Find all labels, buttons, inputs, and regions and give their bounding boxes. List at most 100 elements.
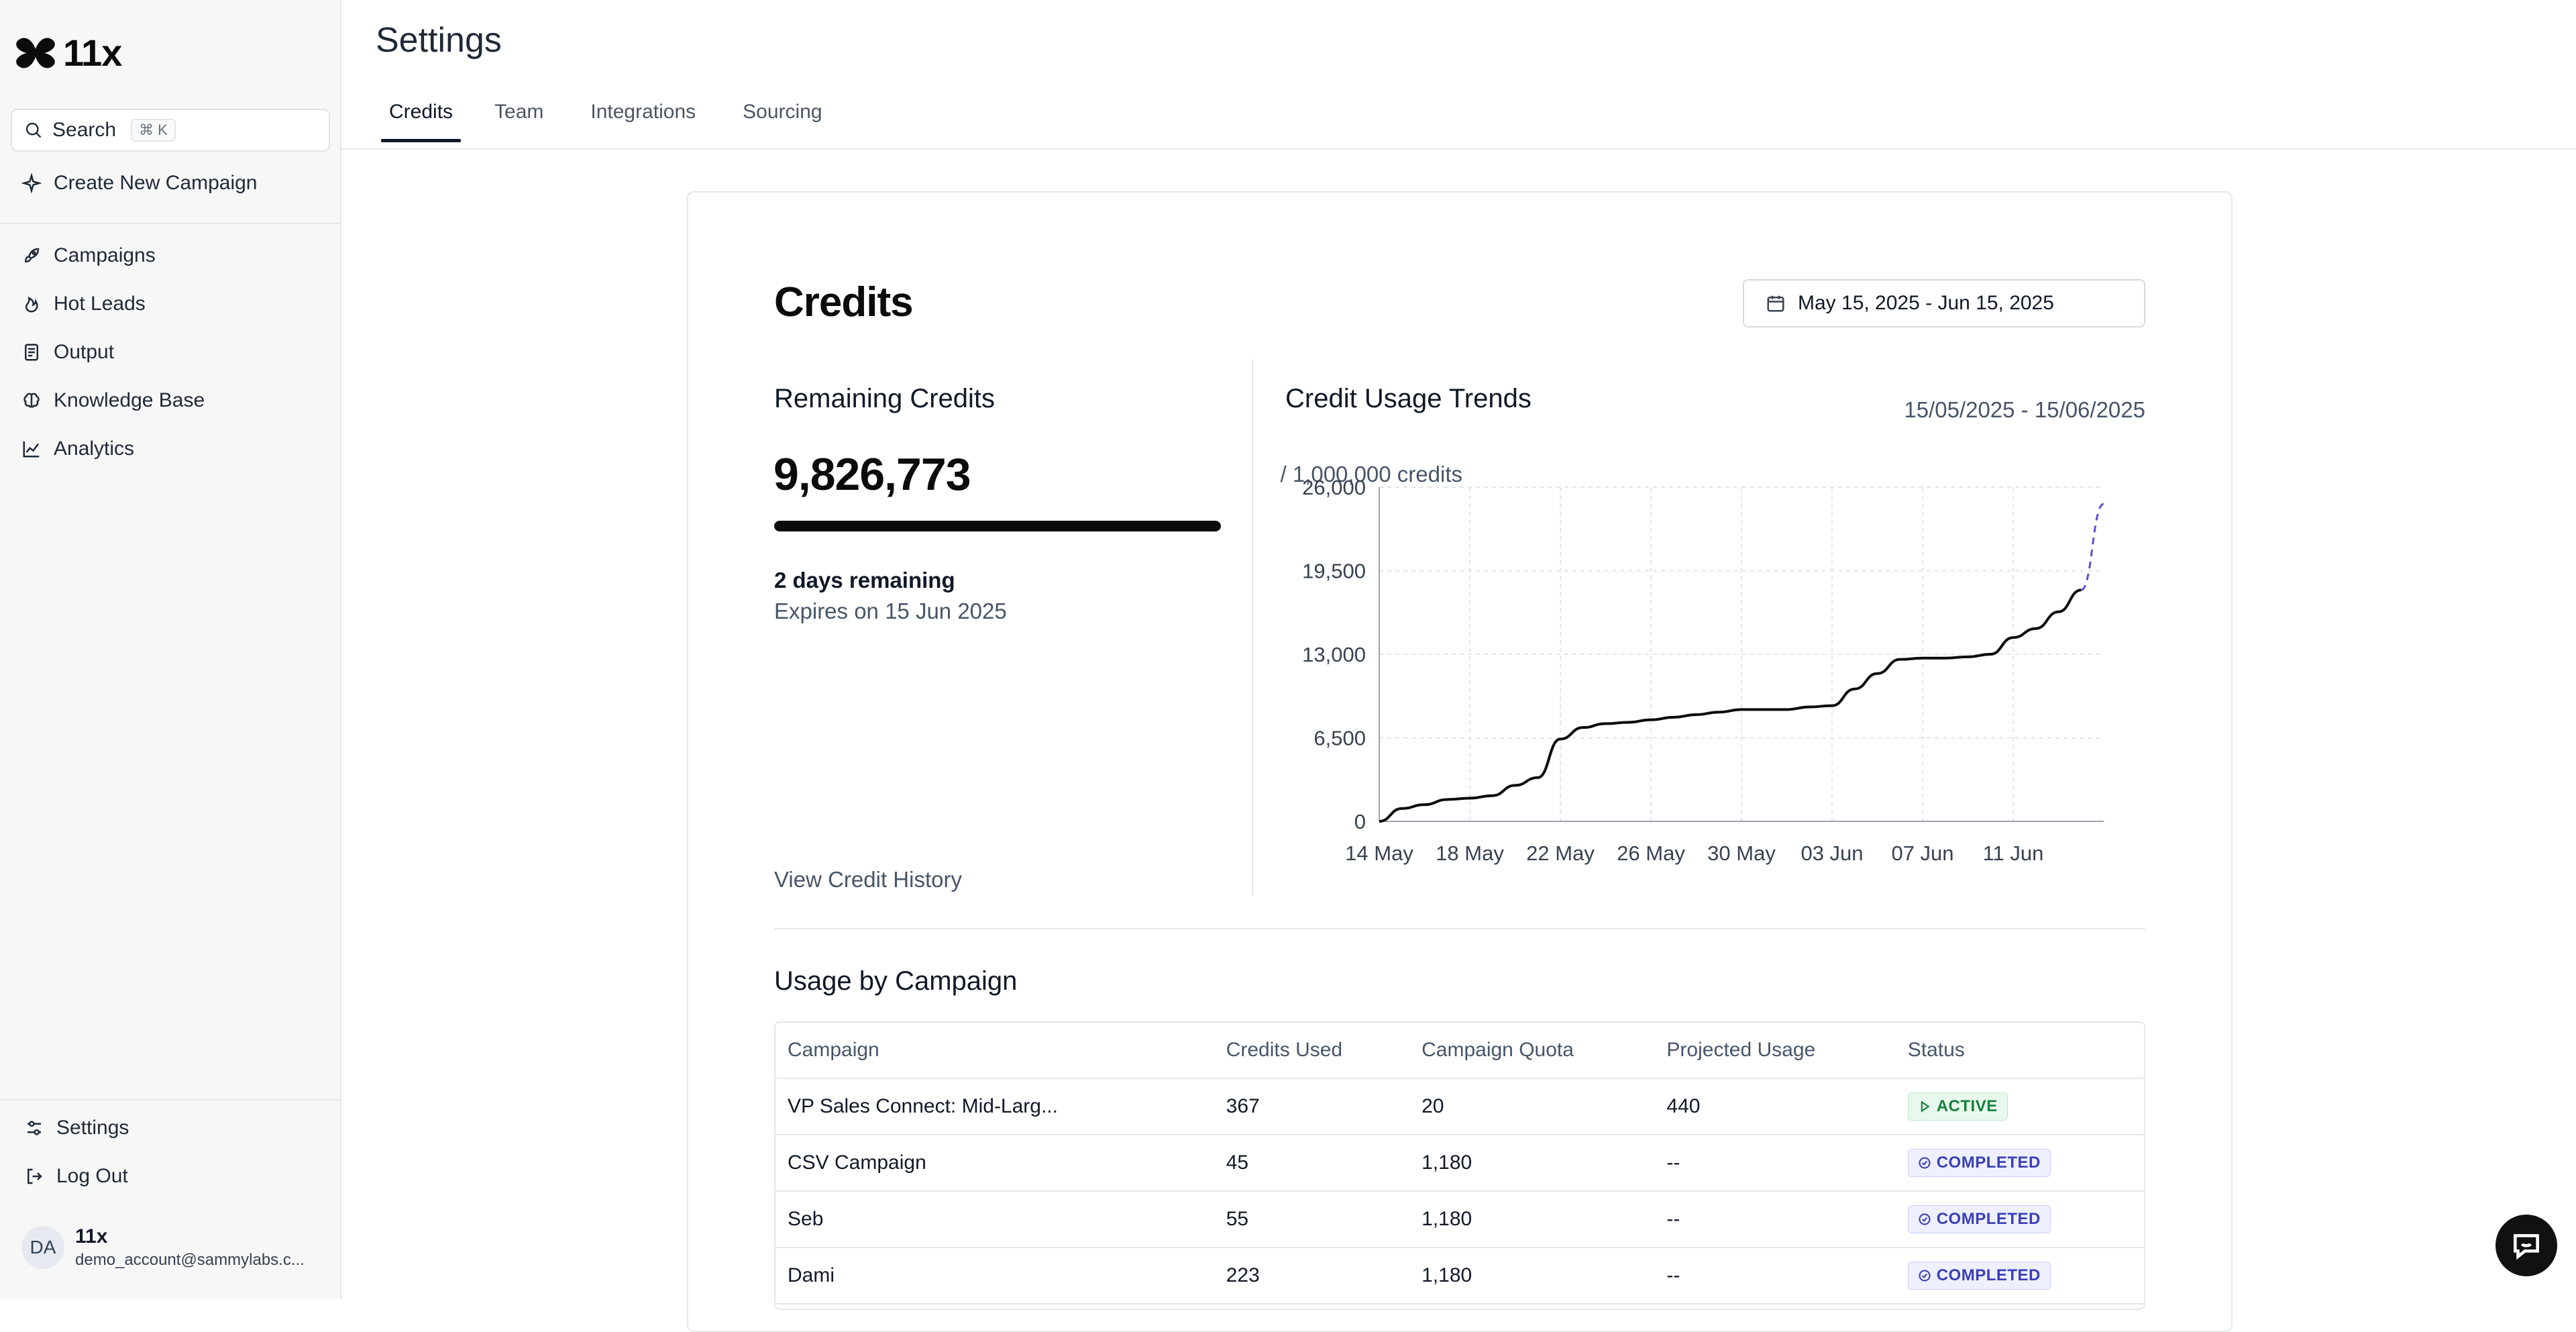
header-divider xyxy=(341,148,2576,150)
check-circle-icon xyxy=(1919,1157,1931,1169)
sidebar-item-label: Knowledge Base xyxy=(54,389,205,411)
chart-date-range: 15/05/2025 - 15/06/2025 xyxy=(1904,397,2145,422)
campaign-quota: 1,180 xyxy=(1421,1264,1472,1286)
avatar: DA xyxy=(21,1226,64,1269)
y-tick-label: 19,500 xyxy=(1302,560,1366,583)
usage-line xyxy=(1379,588,2082,823)
user-profile[interactable]: DA 11x demo_account@sammylabs.c... xyxy=(21,1225,317,1270)
flame-icon xyxy=(25,296,38,313)
tab-integrations[interactable]: Integrations xyxy=(590,101,696,123)
calendar-icon xyxy=(1767,295,1784,312)
x-tick-label: 14 May xyxy=(1345,841,1413,865)
usage-table: Campaign Credits Used Campaign Quota Pro… xyxy=(774,1021,2145,1310)
credits-used: 55 xyxy=(1226,1208,1249,1230)
sidebar-divider xyxy=(0,223,341,224)
sidebar-item-output[interactable]: Output xyxy=(21,341,114,364)
campaign-name: Dami xyxy=(788,1264,835,1286)
table-row[interactable] xyxy=(775,1304,2144,1309)
remaining-credits-value: 9,826,773 xyxy=(773,449,971,500)
rocket-icon xyxy=(24,248,40,263)
tab-team[interactable]: Team xyxy=(494,101,544,123)
campaign-name: VP Sales Connect: Mid-Larg... xyxy=(788,1095,1058,1117)
status-badge: ACTIVE xyxy=(1907,1092,2008,1121)
table-row[interactable]: Seb 55 1,180 -- COMPLETED xyxy=(775,1192,2144,1248)
sidebar-item-label: Hot Leads xyxy=(54,293,146,315)
sidebar-item-campaigns[interactable]: Campaigns xyxy=(21,244,156,267)
projected-usage: 440 xyxy=(1666,1095,1701,1117)
create-campaign-label: Create New Campaign xyxy=(54,172,258,194)
tab-sourcing[interactable]: Sourcing xyxy=(743,101,822,123)
sidebar-item-analytics[interactable]: Analytics xyxy=(21,438,134,460)
logout-icon xyxy=(28,1168,42,1184)
search-input[interactable]: Search ⌘ K xyxy=(11,109,330,152)
projected-usage: -- xyxy=(1666,1208,1680,1230)
table-header-row: Campaign Credits Used Campaign Quota Pro… xyxy=(775,1023,2144,1079)
x-tick-label: 22 May xyxy=(1526,841,1595,865)
play-icon xyxy=(1921,1100,1930,1113)
campaign-name: Seb xyxy=(788,1208,824,1230)
x-tick-label: 11 Jun xyxy=(1983,841,2044,865)
y-tick-label: 13,000 xyxy=(1302,643,1366,666)
sidebar-item-knowledge-base[interactable]: Knowledge Base xyxy=(21,389,205,412)
usage-by-campaign-title: Usage by Campaign xyxy=(774,966,1018,996)
column-header: Status xyxy=(1907,1039,1965,1061)
document-icon xyxy=(25,344,38,361)
credits-progress-bar xyxy=(774,521,1221,531)
y-tick-label: 6,500 xyxy=(1313,727,1366,750)
column-header: Credits Used xyxy=(1226,1039,1343,1061)
x-tick-label: 03 Jun xyxy=(1801,841,1863,865)
credit-usage-chart: 0 6,500 13,000 19,500 26,000 14 May 18 May 22 M… xyxy=(1302,476,2104,865)
status-label: COMPLETED xyxy=(1936,1266,2041,1284)
sidebar-item-label: Log Out xyxy=(56,1165,128,1187)
sidebar-item-hot-leads[interactable]: Hot Leads xyxy=(21,293,146,315)
x-tick-label: 18 May xyxy=(1436,841,1504,865)
status-label: ACTIVE xyxy=(1936,1097,1998,1115)
campaign-name: CSV Campaign xyxy=(788,1151,926,1174)
search-label: Search xyxy=(52,119,117,141)
app-logo[interactable]: 11x xyxy=(15,31,122,74)
sparkle-icon xyxy=(21,173,42,193)
section-divider xyxy=(774,928,2145,929)
column-header: Campaign Quota xyxy=(1421,1039,1574,1061)
status-label: COMPLETED xyxy=(1936,1154,2041,1172)
chat-support-button[interactable] xyxy=(2496,1215,2557,1276)
sidebar-item-label: Settings xyxy=(56,1117,129,1139)
projected-usage: -- xyxy=(1666,1151,1680,1174)
y-tick-label: 0 xyxy=(1354,810,1366,833)
projected-usage: -- xyxy=(1666,1264,1680,1286)
x-tick-label: 07 Jun xyxy=(1891,841,1953,865)
remaining-credits-title: Remaining Credits xyxy=(774,384,996,413)
credits-title: Credits xyxy=(774,279,914,325)
check-circle-icon xyxy=(1919,1270,1931,1282)
sidebar-item-label: Output xyxy=(54,341,115,363)
section-divider xyxy=(1252,359,1253,896)
create-campaign-button[interactable]: Create New Campaign xyxy=(21,172,257,195)
credit-usage-trends-title: Credit Usage Trends xyxy=(1285,384,1532,413)
sidebar: 11x Search ⌘ K Create New Campaign Campa… xyxy=(0,0,341,1299)
page-title: Settings xyxy=(376,21,502,60)
date-range-picker[interactable]: May 15, 2025 - Jun 15, 2025 xyxy=(1743,279,2145,327)
status-badge: COMPLETED xyxy=(1907,1149,2051,1177)
view-credit-history-link[interactable]: View Credit History xyxy=(774,867,962,892)
logo-text: 11x xyxy=(63,32,122,74)
chart-line-icon xyxy=(23,441,40,458)
column-header: Campaign xyxy=(788,1039,879,1061)
table-row[interactable]: CSV Campaign 45 1,180 -- COMPLETED xyxy=(775,1135,2144,1192)
table-row[interactable]: VP Sales Connect: Mid-Larg... 367 20 440… xyxy=(775,1079,2144,1135)
credits-used: 223 xyxy=(1226,1264,1260,1286)
table-row[interactable]: Dami 223 1,180 -- COMPLETED xyxy=(775,1248,2144,1304)
expiry-date: Expires on 15 Jun 2025 xyxy=(774,599,1007,623)
days-remaining: 2 days remaining xyxy=(774,568,955,593)
sidebar-item-settings[interactable]: Settings xyxy=(24,1117,129,1139)
status-badge: COMPLETED xyxy=(1907,1262,2051,1290)
sidebar-item-label: Analytics xyxy=(54,438,135,460)
logout-button[interactable]: Log Out xyxy=(24,1165,128,1188)
logo-icon xyxy=(16,38,55,68)
tab-credits[interactable]: Credits xyxy=(376,101,466,142)
sidebar-item-label: Campaigns xyxy=(54,244,156,266)
x-tick-label: 26 May xyxy=(1617,841,1685,865)
user-email: demo_account@sammylabs.c... xyxy=(75,1251,305,1269)
sidebar-divider xyxy=(0,1099,341,1100)
credits-progress-fill xyxy=(774,521,1221,531)
credits-used: 45 xyxy=(1226,1151,1249,1174)
